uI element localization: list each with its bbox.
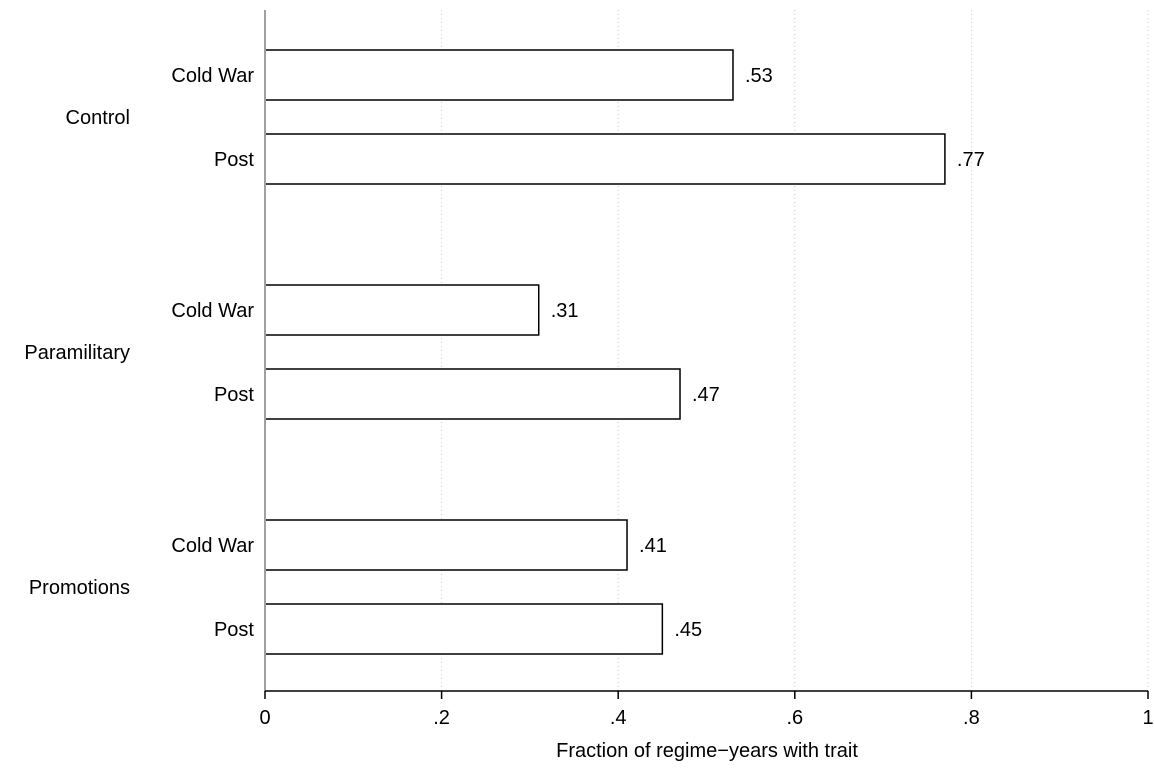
bar [264,284,540,336]
x-axis-title: Fraction of regime−years with trait [556,740,858,762]
bar [264,368,681,420]
x-tick-label: 1 [1142,707,1153,729]
bar-value-label: .31 [551,300,579,322]
bar-value-label: .77 [957,149,985,171]
gridlines [441,10,1149,691]
group-label: Control [66,107,130,129]
bar [264,49,734,101]
bar-value-label: .53 [745,65,773,87]
group-label: Paramilitary [24,342,130,364]
bar-value-label: .47 [692,384,720,406]
group-label: Promotions [29,577,130,599]
bar-category-label: Cold War [171,300,254,322]
bar-category-label: Cold War [171,65,254,87]
bar-category-label: Post [214,149,254,171]
labels: .53 Cold War .77 Post Control .31 Cold War .47 P… [24,65,984,641]
bar-category-label: Post [214,384,254,406]
bars [264,49,946,655]
x-tick-label: .2 [433,707,450,729]
bar [264,519,628,571]
bar-category-label: Post [214,619,254,641]
x-tick-label: 0 [259,707,270,729]
bar-category-label: Cold War [171,535,254,557]
x-axis: 0 .2 .4 .6 .8 1 [259,10,1154,729]
bar-value-label: .41 [639,535,667,557]
x-tick-label: .6 [786,707,803,729]
bar-value-label: .45 [674,619,702,641]
x-tick-label: .8 [963,707,980,729]
x-tick-label: .4 [610,707,627,729]
bar [264,133,946,185]
bar [264,603,664,655]
